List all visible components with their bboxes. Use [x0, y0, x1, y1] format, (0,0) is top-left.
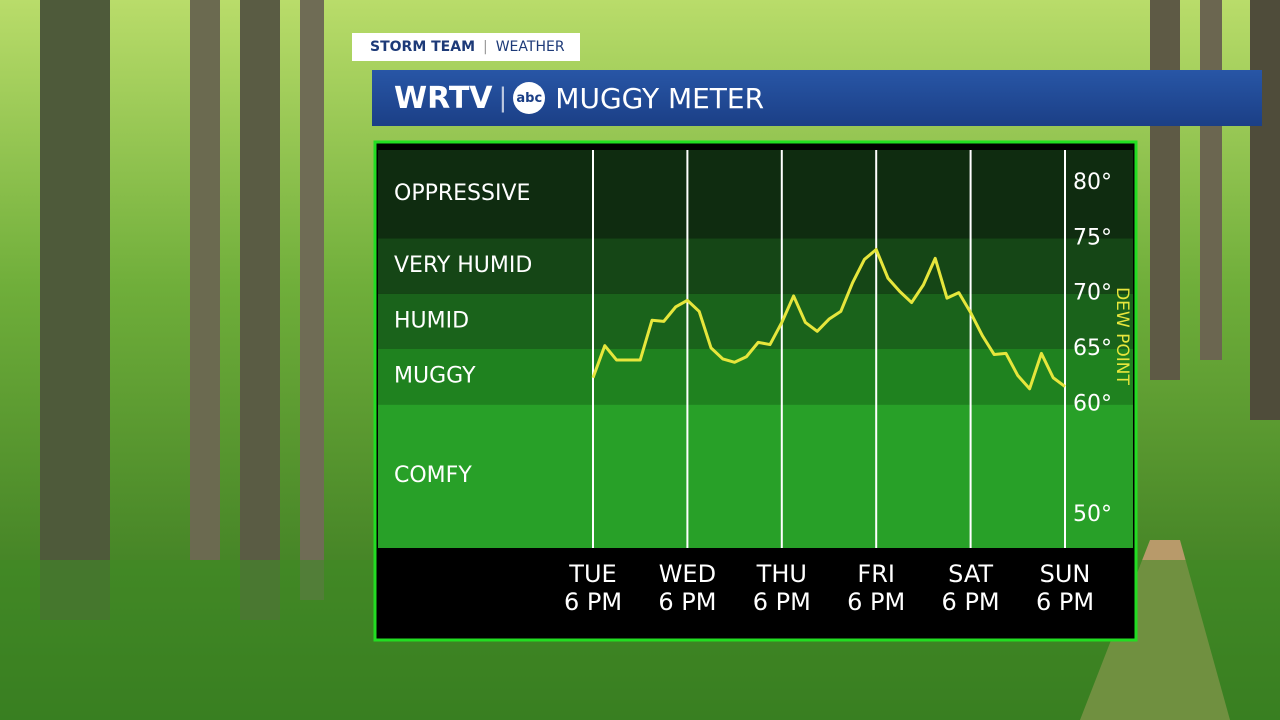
y-tick-label: 80° — [1073, 170, 1112, 195]
y-tick-label: 65° — [1073, 336, 1112, 361]
band — [378, 404, 1133, 548]
network-logo: abc — [513, 82, 546, 114]
y-tick-label: 60° — [1073, 391, 1112, 416]
series-label: DEW POINT — [1112, 287, 1132, 385]
band — [378, 293, 1133, 349]
band-label: HUMID — [394, 308, 469, 333]
band — [378, 150, 1133, 239]
x-tick-label: WED 6 PM — [658, 560, 717, 616]
band-label: VERY HUMID — [394, 253, 532, 278]
tab-left: STORM TEAM — [370, 39, 475, 55]
dew-point-line — [591, 248, 1066, 391]
x-tick-label: FRI 6 PM — [847, 560, 906, 616]
y-tick-label: 70° — [1073, 281, 1112, 306]
divider: | — [483, 39, 488, 55]
title-bar: WRTV | abc MUGGY METER — [372, 70, 1262, 126]
x-tick-label: TUE 6 PM — [563, 560, 623, 616]
brand: WRTV — [394, 80, 493, 116]
x-tick-label: SAT 6 PM — [941, 560, 1000, 616]
band-label: MUGGY — [394, 364, 476, 389]
x-tick-label: SUN 6 PM — [1035, 560, 1095, 616]
tab-right: WEATHER — [495, 39, 565, 55]
chart-title: MUGGY METER — [555, 81, 765, 115]
band-label: COMFY — [394, 463, 472, 488]
station-tab: STORM TEAM | WEATHER — [352, 33, 580, 61]
band — [378, 238, 1133, 294]
x-tick-label: THU 6 PM — [752, 560, 811, 616]
divider: | — [498, 83, 508, 113]
band-label: OPPRESSIVE — [394, 181, 530, 206]
y-tick-label: 50° — [1073, 502, 1112, 527]
y-tick-label: 75° — [1073, 225, 1112, 250]
